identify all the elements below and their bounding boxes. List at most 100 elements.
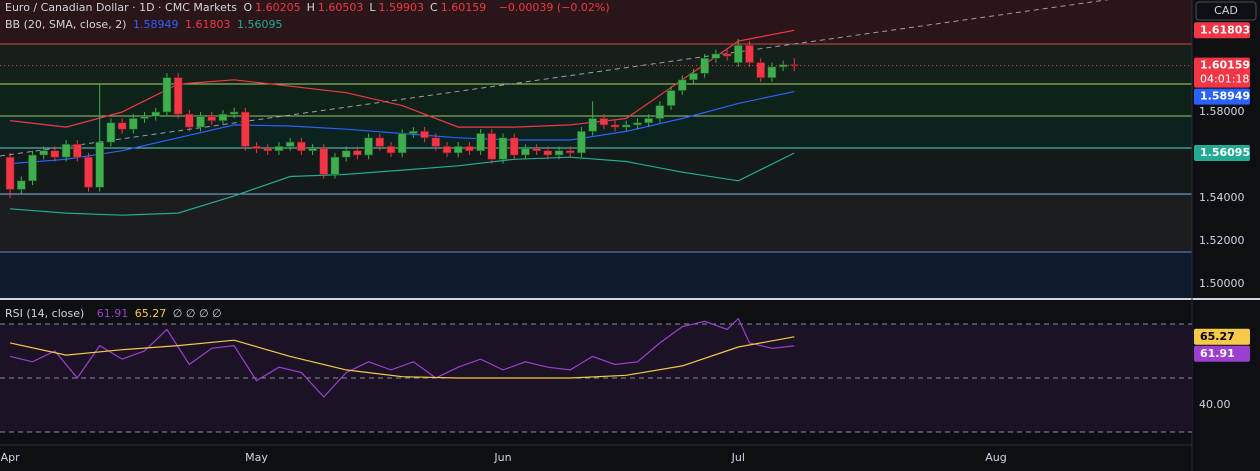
candle-body bbox=[644, 118, 653, 124]
candle-body bbox=[722, 53, 732, 57]
candle-body bbox=[151, 111, 161, 117]
candle-body bbox=[487, 133, 497, 160]
candle-body bbox=[229, 111, 239, 115]
candle-body bbox=[84, 156, 93, 188]
candle-body bbox=[431, 137, 441, 147]
candle-body bbox=[185, 113, 194, 128]
zone bbox=[0, 84, 1192, 116]
candle-body bbox=[140, 116, 149, 119]
candle-body bbox=[677, 79, 687, 91]
rsi-value: 65.27 bbox=[134, 307, 167, 320]
currency-box[interactable] bbox=[1195, 1, 1257, 21]
price-badge bbox=[1194, 144, 1250, 161]
indicator-line bbox=[10, 152, 795, 216]
x-tick-label: Jun bbox=[493, 451, 511, 464]
candle-body bbox=[733, 45, 743, 63]
candle-body bbox=[453, 146, 463, 154]
price-badge-label: 61.91 bbox=[1200, 347, 1235, 360]
x-tick-label: May bbox=[245, 451, 268, 464]
countdown: 04:01:18 bbox=[1200, 73, 1249, 86]
candle-body bbox=[599, 118, 609, 126]
candle-body bbox=[621, 124, 631, 128]
candle-body bbox=[263, 148, 273, 152]
candle-body bbox=[543, 150, 553, 156]
candle-body bbox=[129, 118, 138, 130]
price-badge bbox=[1194, 57, 1250, 88]
rsi-extra: ∅ ∅ ∅ ∅ bbox=[172, 307, 222, 320]
ohlc-key: C bbox=[430, 1, 438, 14]
candle-body bbox=[252, 146, 261, 149]
candle-body bbox=[778, 64, 788, 68]
candle-body bbox=[554, 150, 564, 156]
ohlc-key: H bbox=[306, 1, 315, 14]
candle-body bbox=[61, 143, 71, 158]
ohlc-value: 1.60503 bbox=[317, 1, 364, 14]
candle-body bbox=[498, 137, 508, 160]
zone bbox=[0, 252, 1192, 298]
price-badge bbox=[1194, 345, 1250, 362]
candle-body bbox=[207, 116, 217, 121]
price-badge-label: 65.27 bbox=[1200, 330, 1235, 343]
candle-body bbox=[364, 137, 373, 156]
x-tick-label: Apr bbox=[1, 451, 21, 464]
price-badge-label: 1.56095 bbox=[1200, 146, 1250, 159]
ohlc-value: 1.59903 bbox=[378, 1, 425, 14]
price-badge bbox=[1194, 22, 1250, 39]
candle-body bbox=[476, 133, 485, 152]
candle-body bbox=[330, 156, 340, 175]
ohlc-key: L bbox=[369, 1, 376, 14]
price-badge-label: 1.61803 bbox=[1200, 23, 1250, 36]
candle-body bbox=[633, 122, 642, 126]
price-badge-label: 1.58949 bbox=[1200, 90, 1250, 103]
indicator-value: 1.58949 bbox=[132, 18, 179, 31]
rsi-line bbox=[9, 317, 795, 398]
ohlc-value: 1.60159 bbox=[440, 1, 487, 14]
candle-body bbox=[588, 118, 597, 132]
candle-body bbox=[375, 137, 385, 147]
candle-body bbox=[16, 180, 26, 190]
candle-body bbox=[241, 111, 250, 147]
candle-body bbox=[386, 146, 396, 154]
candle-body bbox=[196, 116, 205, 128]
candle-body bbox=[73, 143, 82, 158]
candle-body bbox=[442, 146, 452, 154]
rsi-title: RSI (14, close) bbox=[5, 307, 85, 320]
symbol-legend: Euro / Canadian Dollar · 1D · CMC Market… bbox=[5, 1, 613, 14]
candle-body bbox=[39, 150, 48, 156]
candle-body bbox=[162, 77, 172, 113]
indicator-legend: BB (20, SMA, close, 2) 1.58949 1.61803 1… bbox=[5, 18, 285, 31]
candle-body bbox=[521, 148, 530, 156]
candle-body bbox=[577, 131, 586, 154]
candle-body bbox=[5, 156, 15, 190]
indicator-line bbox=[10, 29, 795, 128]
candle-body bbox=[789, 64, 799, 66]
x-tick-label: Aug bbox=[985, 451, 1006, 464]
candle-body bbox=[420, 131, 429, 139]
rsi-line bbox=[9, 336, 795, 379]
candle-body bbox=[745, 45, 754, 63]
candle-body bbox=[409, 131, 418, 134]
zone bbox=[0, 44, 1192, 84]
currency: CAD bbox=[1214, 4, 1238, 17]
y-tick-label: 1.50000 bbox=[1199, 277, 1245, 290]
rsi-legend: RSI (14, close) 61.91 65.27 ∅ ∅ ∅ ∅ bbox=[5, 307, 225, 320]
y-tick-label: 1.58000 bbox=[1199, 105, 1245, 118]
rsi-value: 61.91 bbox=[96, 307, 129, 320]
indicator-name: BB (20, SMA, close, 2) bbox=[5, 18, 127, 31]
x-tick-label: Jul bbox=[731, 451, 745, 464]
candle-body bbox=[285, 141, 295, 147]
candle-body bbox=[50, 150, 60, 158]
candle-body bbox=[274, 146, 284, 152]
candle-body bbox=[117, 122, 127, 130]
price-badge bbox=[1194, 88, 1250, 105]
y-tick-label: 40.00 bbox=[1199, 398, 1231, 411]
candle-body bbox=[509, 137, 519, 156]
candle-body bbox=[218, 113, 228, 121]
ohlc-key: O bbox=[243, 1, 253, 14]
price-badge bbox=[1194, 328, 1250, 345]
candle-body bbox=[28, 154, 37, 182]
candle-body bbox=[106, 122, 116, 143]
candle-body bbox=[297, 141, 306, 152]
symbol: Euro / Canadian Dollar · 1D · CMC Market… bbox=[5, 1, 237, 14]
